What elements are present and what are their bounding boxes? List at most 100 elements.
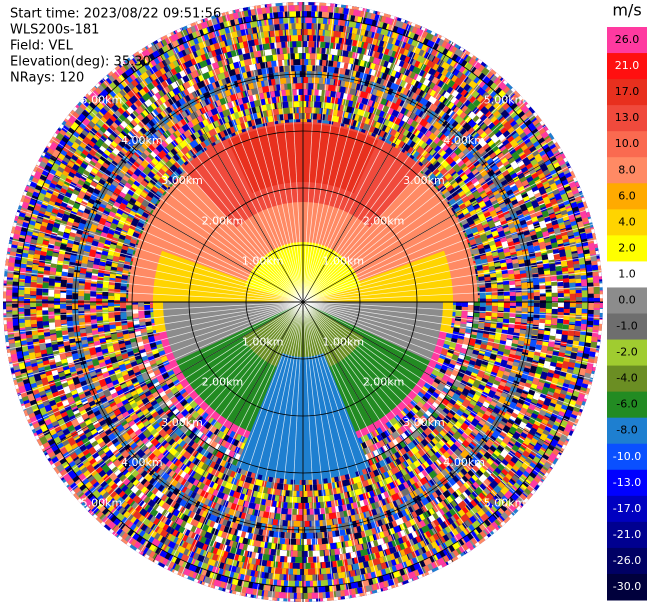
ray-gap — [302, 285, 603, 303]
ray-gap — [13, 224, 304, 303]
colorbar-segment — [607, 443, 647, 471]
range-label: 3.00km — [161, 174, 203, 187]
ray-gap — [302, 2, 320, 303]
ray-gap — [302, 301, 593, 380]
colorbar-tick-label: 6.0 — [618, 189, 636, 202]
range-label: 5.00km — [81, 497, 123, 510]
ray-gap — [302, 34, 440, 303]
ray-gap — [302, 21, 411, 303]
ray-gap — [286, 301, 304, 602]
ray-gap — [302, 301, 555, 466]
ray-gap — [102, 78, 304, 303]
ray-gap — [17, 301, 304, 396]
range-label: 4.00km — [121, 134, 163, 147]
colorbar-tick-label: -30.0 — [613, 580, 641, 593]
ray-gap — [302, 68, 493, 303]
ray-gap — [302, 125, 546, 303]
ray-gap — [302, 301, 571, 439]
range-label: 3.00km — [403, 174, 445, 187]
colorbar-segment — [607, 157, 647, 184]
ray-gap — [102, 301, 304, 526]
ray-gap — [17, 208, 304, 303]
ray-gap — [113, 68, 304, 303]
ray-gap — [302, 5, 351, 303]
ray-gap — [240, 301, 304, 596]
ray-gap — [302, 301, 578, 425]
colorbar-tick-label: 1.0 — [618, 267, 636, 280]
colorbar-tick-label: 21.0 — [615, 59, 640, 72]
info-line: Start time: 2023/08/22 09:51:56 — [10, 7, 221, 22]
colorbar-tick-label: 17.0 — [615, 85, 640, 98]
colorbar-tick-label: -8.0 — [616, 424, 637, 437]
ray-gap — [302, 301, 537, 492]
ray-gap — [3, 285, 304, 303]
ray-gap — [90, 301, 304, 515]
range-label: 2.00km — [363, 376, 405, 389]
range-label: 1.00km — [242, 255, 284, 268]
range-ring — [245, 244, 361, 360]
axis-line — [152, 42, 454, 562]
ray-gap — [302, 301, 411, 583]
range-label: 2.00km — [202, 376, 244, 389]
ray-gap — [302, 301, 493, 536]
colorbar-segment — [607, 27, 647, 54]
range-label: 1.00km — [242, 335, 284, 348]
ray-gap — [4, 301, 304, 334]
range-label: 5.00km — [484, 497, 526, 510]
ray-gap — [302, 301, 381, 592]
colorbar-segment — [607, 53, 647, 80]
ray-gap — [69, 301, 304, 492]
ray-gap — [302, 301, 426, 577]
range-ring — [17, 16, 589, 588]
ray-gap — [126, 59, 304, 303]
ray-gap — [302, 301, 480, 545]
range-label: 2.00km — [202, 214, 244, 227]
ray-gap — [209, 301, 304, 588]
colorbar-tick-label: 2.0 — [618, 241, 636, 254]
ray-gap — [225, 301, 304, 592]
range-label: 4.00km — [121, 456, 163, 469]
colorbar-segment — [607, 261, 647, 288]
overlay: 1.00km 1.00km 1.00km 1.00km 2.00km 2.00km 2.00… — [3, 2, 603, 602]
ray-gap — [302, 301, 600, 350]
range-label: 3.00km — [161, 416, 203, 429]
colorbar-label: m/s — [612, 1, 641, 20]
ray-gap — [302, 301, 516, 515]
ray-gap — [302, 254, 600, 303]
ray-gap — [166, 34, 304, 303]
ray-gap — [302, 101, 527, 303]
ray-gap — [28, 301, 304, 425]
range-label: 1.00km — [323, 335, 365, 348]
ray-gap — [302, 138, 555, 303]
ray-gap — [60, 125, 304, 303]
ray-gap — [302, 301, 351, 599]
colorbar-tick-label: -2.0 — [616, 346, 637, 359]
ray-gap — [302, 208, 589, 303]
range-label: 5.00km — [81, 93, 123, 106]
ray-gap — [302, 301, 527, 503]
ray-gap — [139, 301, 304, 554]
ray-gap — [302, 179, 578, 303]
ray-gap — [302, 301, 335, 601]
colorbar-segment — [607, 495, 647, 523]
ray-gap — [302, 27, 426, 303]
ray-gap — [90, 89, 304, 303]
colorbar-tick-label: -17.0 — [613, 502, 641, 515]
ray-gap — [302, 12, 381, 303]
ray-gap — [302, 59, 480, 303]
colorbar-tick-label: 4.0 — [618, 215, 636, 228]
ray-gap — [271, 3, 304, 303]
ray-gap — [28, 179, 304, 303]
ray-gap — [35, 301, 304, 439]
colorbar-segment — [607, 391, 647, 419]
ray-gap — [302, 301, 602, 334]
colorbar-segment — [607, 287, 647, 314]
ray-gap — [302, 165, 571, 303]
ray-gap — [113, 301, 304, 536]
colorbar-tick-label: -13.0 — [613, 476, 641, 489]
colorbar-tick-label: -21.0 — [613, 528, 641, 541]
colorbar-segment — [607, 469, 647, 497]
ray-gap — [180, 27, 304, 303]
ray-gap — [302, 301, 440, 570]
